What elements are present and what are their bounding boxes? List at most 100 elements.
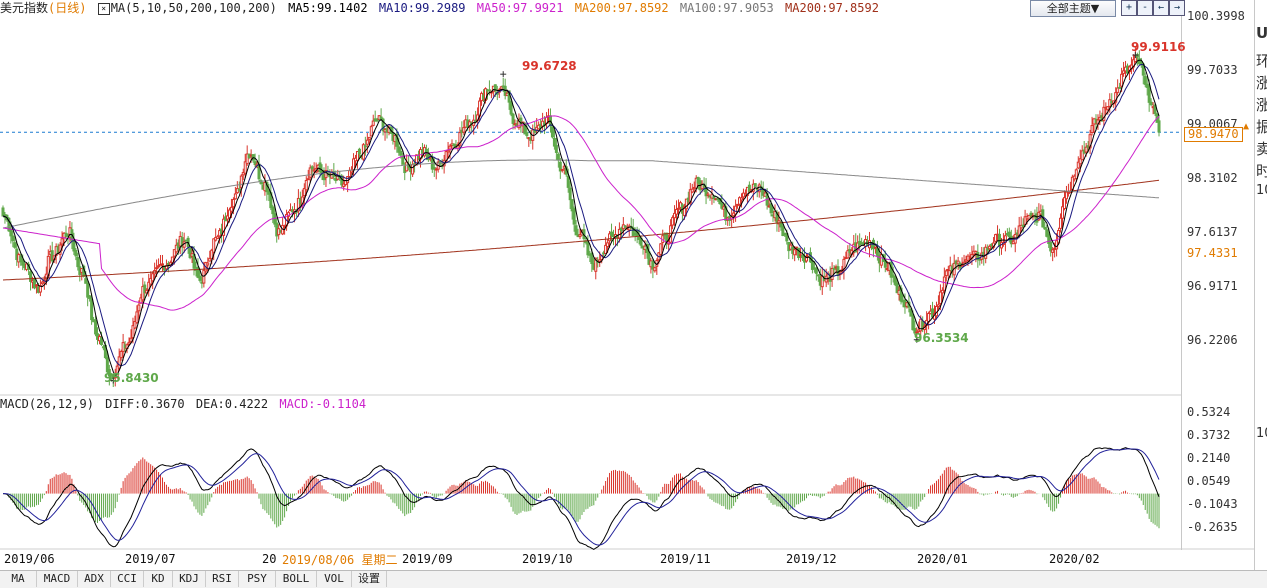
candle-body: [401, 156, 405, 165]
candle-body: [586, 242, 590, 256]
candle-body: [11, 235, 15, 242]
candle-body: [1021, 224, 1025, 227]
side-panel-char: 卖: [1256, 140, 1267, 158]
side-panel-number: 10: [1256, 426, 1267, 441]
ma10-line: [2, 63, 1160, 367]
candle-body: [960, 264, 964, 267]
candle-body: [942, 276, 946, 291]
tab-kdj[interactable]: KDJ: [173, 571, 206, 587]
candle-body: [570, 199, 574, 212]
candle-body: [74, 249, 78, 257]
candle-body: [873, 246, 877, 249]
tab-ma[interactable]: MA: [0, 571, 37, 587]
candle-body: [233, 193, 237, 200]
candle-body: [594, 257, 598, 272]
ma-indicator-icon[interactable]: ×: [97, 2, 110, 15]
candle-body: [231, 199, 235, 208]
candle-body: [1066, 192, 1070, 195]
zoom-in-icon[interactable]: +: [1121, 0, 1137, 16]
candle-body: [1076, 161, 1080, 169]
ma-params: MA(5,10,50,200,100,200): [110, 1, 277, 15]
candle-body: [1027, 214, 1031, 220]
candle-body: [936, 304, 940, 307]
candle-body: [1108, 99, 1112, 107]
x-tick: 20: [262, 552, 277, 566]
candle-body: [273, 213, 277, 225]
candle-body: [432, 167, 436, 170]
candle-body: [271, 206, 275, 215]
theme-dropdown-button[interactable]: 全部主题▼: [1030, 0, 1116, 17]
candle-body: [804, 256, 808, 262]
x-tick: 2019/06: [4, 552, 55, 566]
tab-settings[interactable]: 设置: [352, 571, 387, 587]
candle-body: [1118, 86, 1122, 89]
candle-body: [1122, 70, 1126, 74]
ma200-value-b: MA200:97.8592: [785, 1, 879, 15]
macd-diff: DIFF:0.3670: [105, 397, 185, 411]
tab-rsi[interactable]: RSI: [206, 571, 239, 587]
candle-body: [1147, 85, 1151, 103]
period-label[interactable]: (日线): [48, 1, 87, 15]
zoom-out-icon[interactable]: -: [1137, 0, 1153, 16]
price-up-arrow-icon: ▲: [1243, 121, 1250, 132]
tab-macd[interactable]: MACD: [37, 571, 78, 587]
candle-body: [1059, 217, 1063, 229]
tab-kd[interactable]: KD: [144, 571, 173, 587]
candle-body: [511, 113, 515, 124]
candle-body: [976, 252, 980, 261]
candle-body: [239, 175, 243, 189]
candle-body: [753, 183, 757, 187]
candle-body: [397, 146, 401, 153]
candle-body: [1045, 229, 1049, 237]
candle-body: [1120, 73, 1124, 87]
candle-body: [310, 166, 314, 170]
y-tick: 96.2206: [1187, 333, 1238, 347]
candle-body: [631, 227, 635, 237]
scroll-left-icon[interactable]: ←: [1153, 0, 1169, 16]
candle-body: [552, 138, 556, 147]
candle-body: [523, 122, 527, 135]
tab-psy[interactable]: PSY: [239, 571, 276, 587]
tab-vol[interactable]: VOL: [317, 571, 352, 587]
tab-adx[interactable]: ADX: [78, 571, 111, 587]
ma5-line: [2, 59, 1160, 377]
x-tick: 2019/12: [786, 552, 837, 566]
candle-body: [306, 178, 310, 181]
candle-body: [891, 274, 895, 278]
candle-body: [832, 267, 836, 270]
candle-body: [1009, 235, 1013, 245]
candle-body: [1078, 158, 1082, 165]
scroll-right-icon[interactable]: →: [1169, 0, 1185, 16]
candle-body: [1049, 241, 1053, 252]
ma200-line: [2, 179, 1160, 281]
candle-body: [988, 245, 992, 250]
candle-body: [669, 225, 673, 243]
candle-body: [830, 268, 834, 281]
candle-body: [590, 252, 594, 265]
candle-body: [846, 250, 850, 259]
candle-body: [814, 267, 818, 274]
candle-body: [1023, 216, 1027, 225]
candle-body: [90, 299, 94, 321]
candle-body: [462, 127, 466, 133]
candle-body: [86, 282, 90, 298]
candle-body: [369, 126, 373, 137]
tab-boll[interactable]: BOLL: [276, 571, 317, 587]
tab-cci[interactable]: CCI: [111, 571, 144, 587]
candle-body: [40, 281, 44, 285]
candle-body: [151, 273, 155, 282]
candle-body: [675, 208, 679, 215]
y-tick: 96.9171: [1187, 279, 1238, 293]
candle-body: [253, 161, 257, 165]
low-label-1: 95.8430: [104, 371, 159, 385]
candle-body: [566, 175, 570, 188]
candle-body: [64, 232, 68, 237]
candle-body: [598, 259, 602, 262]
candle-body: [610, 231, 614, 236]
candle-body: [411, 163, 415, 175]
candle-body: [1007, 231, 1011, 238]
candle-body: [895, 282, 899, 294]
candle-body: [342, 183, 346, 187]
candle-body: [1061, 206, 1065, 219]
